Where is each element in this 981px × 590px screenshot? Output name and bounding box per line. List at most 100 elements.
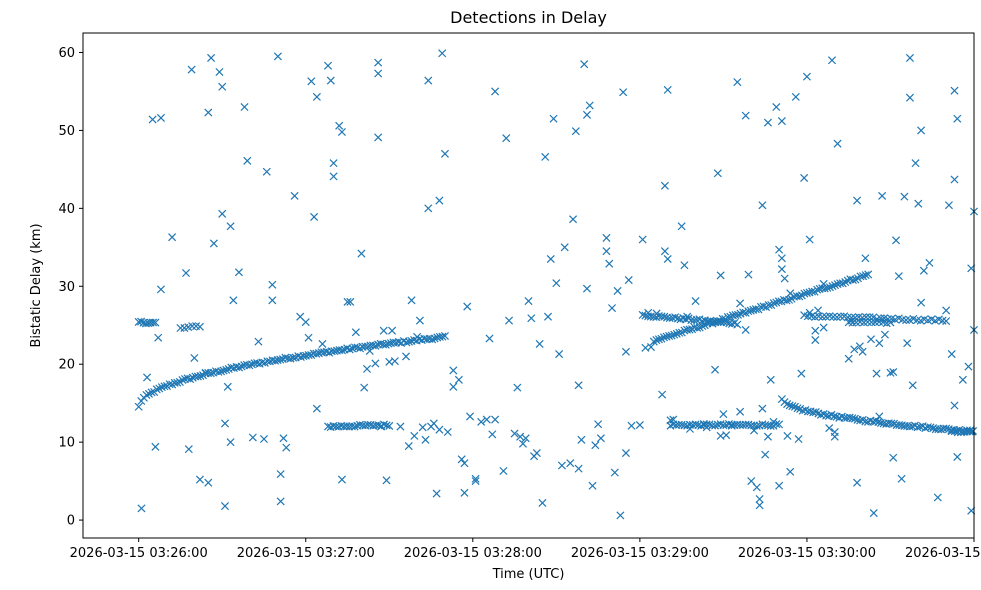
data-point xyxy=(204,108,213,117)
data-point xyxy=(454,375,463,384)
y-axis-label: Bistatic Delay (km) xyxy=(29,223,44,347)
data-point xyxy=(965,426,975,435)
data-point xyxy=(908,381,917,390)
data-point xyxy=(318,339,327,348)
data-point xyxy=(950,401,959,410)
data-point xyxy=(491,87,500,96)
data-point xyxy=(410,431,419,440)
data-point xyxy=(802,288,811,298)
data-point xyxy=(173,378,182,387)
data-point xyxy=(947,350,956,359)
data-point xyxy=(247,360,256,369)
data-point xyxy=(783,400,792,409)
data-point xyxy=(874,417,883,426)
data-point xyxy=(851,275,860,284)
data-point xyxy=(624,276,633,285)
data-point xyxy=(902,316,911,325)
data-point xyxy=(837,412,846,421)
data-point xyxy=(917,126,926,135)
data-point xyxy=(415,316,424,325)
data-point xyxy=(958,375,967,384)
data-point xyxy=(518,439,527,448)
data-point xyxy=(215,67,224,76)
data-point xyxy=(471,477,480,486)
data-point xyxy=(268,296,277,305)
data-point xyxy=(897,474,906,483)
data-point xyxy=(953,114,962,123)
data-point xyxy=(964,362,973,371)
data-point xyxy=(443,427,452,437)
x-axis-label: Time (UTC) xyxy=(492,567,565,582)
data-point xyxy=(513,383,522,392)
data-point xyxy=(337,127,346,136)
data-point xyxy=(848,414,857,423)
data-point xyxy=(766,421,775,430)
data-point xyxy=(463,302,472,311)
data-point xyxy=(382,476,391,485)
data-point xyxy=(142,390,151,399)
data-point xyxy=(273,52,282,61)
data-point xyxy=(193,372,202,381)
data-point xyxy=(777,254,786,263)
data-point xyxy=(613,286,622,295)
data-point xyxy=(312,349,321,358)
data-point xyxy=(382,421,391,430)
data-point xyxy=(739,308,748,317)
data-point xyxy=(718,314,727,323)
data-point xyxy=(521,434,530,443)
data-point xyxy=(588,481,597,490)
data-point xyxy=(362,364,372,373)
x-tick-label: 2026-03-15 03:26:00 xyxy=(70,546,208,561)
data-point xyxy=(418,423,427,432)
data-point xyxy=(900,192,909,201)
data-point xyxy=(646,343,656,352)
data-point xyxy=(638,310,647,319)
data-point xyxy=(691,297,700,306)
data-point xyxy=(716,271,725,280)
data-point xyxy=(905,53,914,62)
data-point xyxy=(869,509,878,518)
data-point xyxy=(844,354,853,363)
data-point xyxy=(218,82,227,91)
data-point xyxy=(235,363,244,372)
data-point xyxy=(887,419,896,428)
data-point xyxy=(435,196,444,205)
data-point xyxy=(371,341,380,350)
x-tick-label: 2026-03-15 03:31:00 xyxy=(905,546,981,561)
data-point xyxy=(152,385,161,394)
data-point xyxy=(541,152,550,161)
data-point xyxy=(685,325,694,334)
data-point xyxy=(351,328,360,337)
data-point xyxy=(808,287,817,296)
data-point xyxy=(160,382,169,391)
data-point xyxy=(477,417,486,426)
data-point xyxy=(775,420,784,429)
data-point xyxy=(524,297,533,306)
data-point xyxy=(289,353,298,362)
data-point xyxy=(744,307,753,316)
data-point xyxy=(543,312,553,321)
data-point xyxy=(744,270,753,279)
data-point xyxy=(460,459,469,468)
data-point xyxy=(774,297,783,306)
data-point xyxy=(867,318,876,327)
data-point xyxy=(485,334,494,343)
data-point xyxy=(449,382,458,391)
y-axis-ticks: 0 10 20 30 40 50 60 xyxy=(58,46,83,529)
data-point xyxy=(329,172,338,181)
data-point xyxy=(889,367,898,377)
data-point xyxy=(836,312,845,321)
data-point xyxy=(148,115,157,124)
data-point xyxy=(759,302,768,311)
data-point xyxy=(850,345,859,354)
data-point xyxy=(549,114,558,123)
data-point xyxy=(841,278,850,287)
data-point xyxy=(279,434,288,443)
data-point xyxy=(602,247,611,256)
data-point xyxy=(942,317,951,326)
data-point xyxy=(488,430,497,439)
data-point xyxy=(791,92,800,101)
data-point xyxy=(848,275,857,284)
